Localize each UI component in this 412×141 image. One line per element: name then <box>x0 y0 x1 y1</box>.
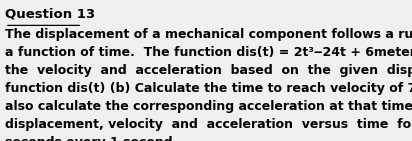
Text: a function of time.  The function dis(t) = 2t³‒24t + 6meter. (a)Derive: a function of time. The function dis(t) … <box>5 46 412 59</box>
Text: seconds every 1 second.: seconds every 1 second. <box>5 136 177 141</box>
Text: displacement, velocity  and  acceleration  versus  time  for  the  first 4: displacement, velocity and acceleration … <box>5 118 412 131</box>
Text: Question 13: Question 13 <box>5 7 95 20</box>
Text: function dis(t) (b) Calculate the time to reach velocity of 72 m/s  and: function dis(t) (b) Calculate the time t… <box>5 82 412 95</box>
Text: the  velocity  and  acceleration  based  on  the  given  displacement: the velocity and acceleration based on t… <box>5 64 412 77</box>
Text: The displacement of a mechanical component follows a ruled path as: The displacement of a mechanical compone… <box>5 28 412 41</box>
Text: also calculate the corresponding acceleration at that time (c) Plot the: also calculate the corresponding acceler… <box>5 100 412 113</box>
